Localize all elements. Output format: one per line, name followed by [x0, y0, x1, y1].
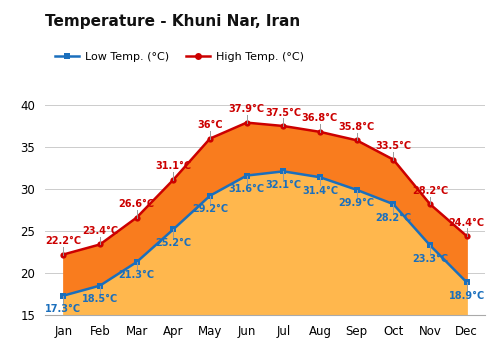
- Text: 31.1°C: 31.1°C: [156, 161, 192, 171]
- Text: 31.6°C: 31.6°C: [228, 184, 264, 194]
- Text: 37.9°C: 37.9°C: [228, 104, 264, 114]
- Text: 37.5°C: 37.5°C: [266, 107, 302, 118]
- Text: 24.4°C: 24.4°C: [448, 218, 484, 228]
- Text: 33.5°C: 33.5°C: [376, 141, 412, 151]
- Text: 36°C: 36°C: [197, 120, 223, 130]
- Text: 32.1°C: 32.1°C: [266, 180, 302, 190]
- Text: 36.8°C: 36.8°C: [302, 113, 338, 124]
- Text: 18.5°C: 18.5°C: [82, 294, 118, 304]
- Text: 25.2°C: 25.2°C: [156, 238, 192, 248]
- Text: 29.2°C: 29.2°C: [192, 204, 228, 214]
- Text: 23.3°C: 23.3°C: [412, 254, 448, 264]
- Text: 31.4°C: 31.4°C: [302, 186, 338, 196]
- Text: 28.2°C: 28.2°C: [375, 212, 412, 223]
- Text: 21.3°C: 21.3°C: [118, 271, 154, 280]
- Text: 18.9°C: 18.9°C: [448, 290, 485, 301]
- Text: 23.4°C: 23.4°C: [82, 226, 118, 236]
- Text: 26.6°C: 26.6°C: [118, 199, 154, 209]
- Text: 29.9°C: 29.9°C: [338, 198, 374, 208]
- Text: 35.8°C: 35.8°C: [338, 122, 375, 132]
- Text: Temperature - Khuni Nar, Iran: Temperature - Khuni Nar, Iran: [45, 14, 300, 29]
- Text: 22.2°C: 22.2°C: [46, 236, 82, 246]
- Text: 28.2°C: 28.2°C: [412, 186, 448, 196]
- Legend: Low Temp. (°C), High Temp. (°C): Low Temp. (°C), High Temp. (°C): [50, 48, 308, 66]
- Text: 17.3°C: 17.3°C: [46, 304, 82, 314]
